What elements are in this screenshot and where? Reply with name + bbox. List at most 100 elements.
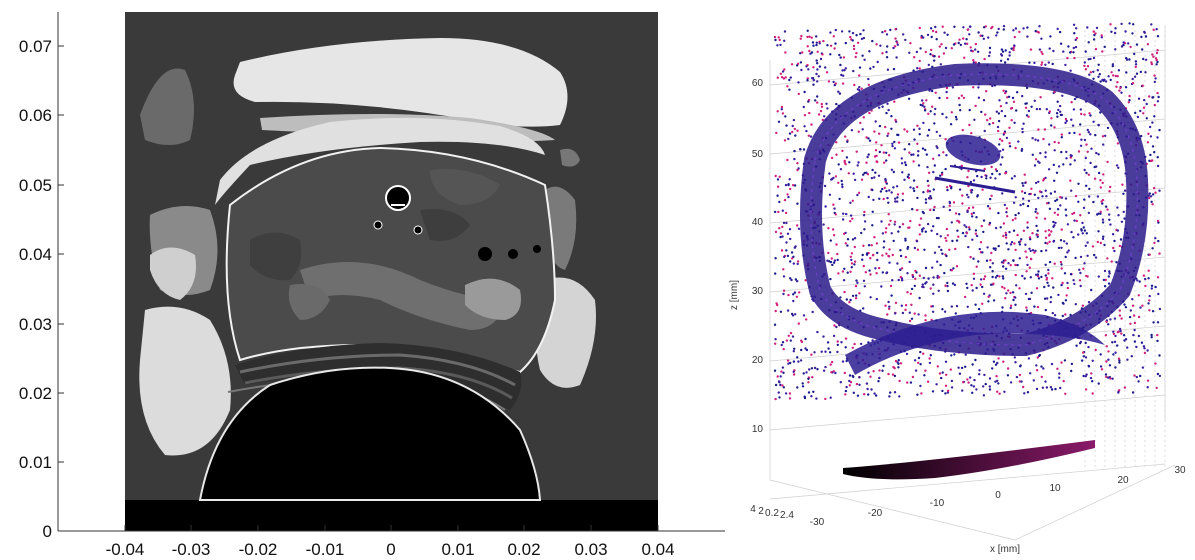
scatter-point — [982, 230, 985, 234]
scatter-point — [1133, 328, 1136, 332]
scatter-point — [835, 243, 838, 246]
scatter-point — [784, 211, 788, 215]
scatter-point — [816, 80, 819, 83]
scatter-point — [989, 197, 992, 201]
scatter-point — [1133, 75, 1137, 78]
scatter-point — [1094, 256, 1098, 259]
scatter-point — [886, 313, 889, 316]
scatter-point — [1150, 287, 1153, 290]
scatter-point — [1083, 262, 1086, 265]
scatter-point — [908, 51, 911, 54]
scatter-point — [844, 389, 848, 393]
scatter-point — [827, 227, 830, 230]
scatter-point — [1032, 379, 1035, 382]
z-tick-label: 30 — [752, 286, 764, 297]
scatter-point — [948, 204, 951, 207]
scatter-point — [881, 31, 884, 34]
x-axis: -30 -20 -10 0 10 20 30 x [mm] — [810, 465, 1186, 555]
probe-surface — [843, 440, 1095, 480]
scatter-point — [1084, 156, 1087, 160]
scatter-point — [1040, 249, 1043, 253]
scatter-point — [867, 195, 870, 199]
scatter-point — [996, 31, 999, 34]
scatter-point — [781, 384, 784, 387]
scatter-point — [1065, 214, 1068, 217]
scatter-point — [1074, 256, 1077, 260]
scatter-point — [1130, 355, 1133, 358]
x-tick-label: 0 — [995, 490, 1001, 501]
scatter-point — [1031, 249, 1035, 252]
scatter-point — [1047, 234, 1051, 237]
scatter-point — [944, 167, 947, 171]
scatter-point — [845, 156, 849, 159]
scatter-point — [1096, 69, 1099, 72]
scatter-point — [1001, 285, 1004, 289]
scatter-point — [1120, 332, 1123, 335]
scatter-point — [800, 348, 803, 352]
scatter-point — [926, 189, 930, 192]
scatter-point — [859, 32, 862, 36]
scatter-point — [988, 54, 991, 58]
scatter-point — [848, 384, 851, 387]
scatter-point — [792, 118, 796, 122]
scatter-point — [1039, 96, 1042, 99]
scatter-point — [955, 239, 959, 242]
scatter-point — [1035, 224, 1038, 228]
scatter-point — [903, 148, 906, 151]
scatter-point — [778, 38, 781, 42]
scatter-point — [866, 173, 870, 176]
scatter-point — [913, 312, 916, 315]
scatter-point — [1081, 221, 1084, 225]
scatter-point — [1045, 108, 1048, 111]
scatter-point — [803, 114, 807, 117]
scatter-point — [815, 41, 818, 44]
scatter-point — [1064, 197, 1068, 200]
scatter-point — [1018, 287, 1021, 290]
scatter-point — [872, 198, 875, 202]
scatter-point — [780, 108, 783, 111]
scatter-point — [910, 153, 913, 156]
scatter-point — [1013, 175, 1016, 178]
scatter-point — [867, 244, 871, 247]
scatter-point — [1096, 195, 1100, 198]
scatter-point — [1036, 139, 1040, 142]
scatter-point — [1086, 65, 1090, 68]
scatter-point — [1027, 357, 1031, 360]
scatter-point — [954, 115, 958, 119]
scatter-point — [1002, 265, 1005, 268]
scatter-point — [990, 27, 993, 30]
scatter-point — [840, 73, 843, 77]
scatter-point — [1083, 64, 1086, 68]
scatter-point — [1040, 365, 1043, 368]
scatter-point — [1092, 56, 1096, 60]
scatter-point — [1070, 101, 1073, 104]
scatter-point — [807, 134, 810, 137]
scatter-point — [1099, 212, 1102, 215]
scatter-point — [848, 30, 851, 33]
scatter-point — [1066, 281, 1069, 285]
scatter-point — [1123, 189, 1127, 192]
scatter-point — [824, 205, 827, 208]
scatter-point — [829, 53, 832, 56]
scatter-point — [837, 163, 840, 166]
scatter-point — [889, 284, 893, 288]
scatter-point — [798, 291, 801, 294]
scatter-point — [971, 363, 974, 366]
scatter-point — [1025, 256, 1028, 259]
scatter-point — [921, 104, 924, 107]
scatter-point — [890, 115, 893, 118]
z-tick-label: 20 — [752, 355, 764, 366]
scatter-point — [1150, 61, 1153, 64]
scatter-point — [1021, 190, 1024, 193]
scatter-point — [897, 133, 900, 137]
scatter-point — [1055, 112, 1059, 115]
scatter-point — [1009, 306, 1012, 310]
scatter-point — [949, 123, 953, 126]
scatter-point — [852, 69, 855, 73]
scatter-point — [894, 359, 898, 363]
scatter-point — [1155, 28, 1158, 31]
scatter-point — [943, 31, 946, 34]
scatter-point — [863, 220, 867, 223]
scatter-point — [910, 303, 913, 306]
scatter-point — [944, 284, 947, 287]
